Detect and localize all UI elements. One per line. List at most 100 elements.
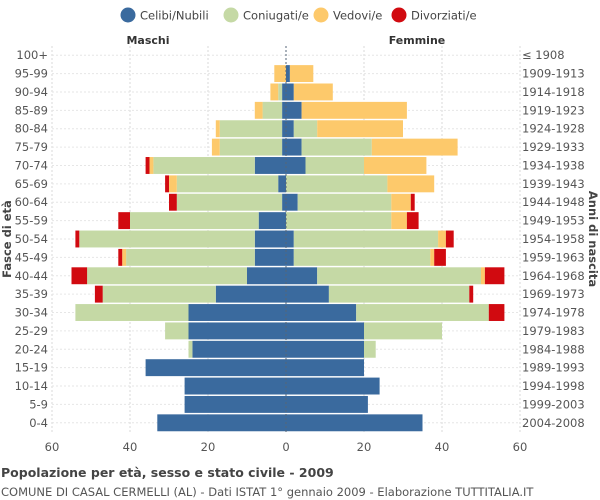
age-tick-labels: 100+ 95-99 90-94 85-89 80-84 75-79 70-74 65-69 6… [15, 48, 48, 430]
bar-female-coniugati-e-35-39 [328, 285, 470, 303]
bars [71, 65, 505, 432]
bar-female-celibi-nubili-45-49 [286, 248, 294, 266]
age-tick-label: 80-84 [15, 122, 48, 136]
age-tick-label: 75-79 [15, 140, 48, 154]
legend-label: Divorziati/e [411, 9, 477, 23]
bar-female-celibi-nubili-5-9 [286, 395, 368, 413]
bar-male-coniugati-e-85-89 [262, 101, 283, 119]
left-side-label: Maschi [126, 34, 169, 47]
bar-male-divorziati-e-50-54 [75, 230, 80, 248]
bar-female-vedovi-e-45-49 [430, 248, 435, 266]
x-tick-label: 0 [282, 440, 289, 454]
bar-female-celibi-nubili-75-79 [286, 138, 302, 156]
bar-female-coniugati-e-70-74 [305, 157, 364, 174]
birth-year-tick-label: 1979-1983 [522, 324, 585, 338]
bar-male-celibi-nubili-30-34 [188, 304, 286, 321]
bar-female-celibi-nubili-60-64 [286, 193, 298, 211]
legend-marker [313, 7, 329, 23]
bar-male-vedovi-e-70-74 [149, 157, 154, 174]
bar-male-celibi-nubili-35-39 [215, 285, 286, 303]
birth-year-tick-label: 1949-1953 [522, 214, 585, 228]
bar-female-celibi-nubili-25-29 [286, 322, 364, 340]
bar-male-coniugati-e-45-49 [126, 248, 255, 266]
bar-male-celibi-nubili-10-14 [184, 377, 286, 395]
bar-female-coniugati-e-65-69 [286, 175, 388, 193]
age-tick-label: 100+ [16, 48, 48, 62]
right-side-label: Femmine [389, 34, 446, 47]
bar-male-celibi-nubili-5-9 [184, 395, 286, 413]
bar-male-coniugati-e-50-54 [79, 230, 255, 248]
bar-male-celibi-nubili-45-49 [254, 248, 286, 266]
bar-male-celibi-nubili-50-54 [254, 230, 286, 248]
age-tick-label: 85-89 [15, 103, 48, 117]
bar-male-celibi-nubili-40-44 [247, 267, 286, 285]
age-tick-label: 15-19 [15, 361, 48, 375]
bar-male-coniugati-e-40-44 [87, 267, 247, 285]
bar-female-vedovi-e-80-84 [317, 120, 403, 138]
bar-male-vedovi-e-45-49 [122, 248, 127, 266]
bar-male-vedovi-e-95-99 [274, 65, 286, 83]
legend-label: Coniugati/e [243, 9, 309, 23]
chart-title: Popolazione per età, sesso e stato civil… [1, 465, 334, 480]
bar-female-coniugati-e-50-54 [293, 230, 439, 248]
age-tick-label: 35-39 [15, 287, 48, 301]
legend-label: Vedovi/e [333, 9, 382, 23]
bar-male-divorziati-e-40-44 [71, 267, 88, 285]
bar-male-divorziati-e-65-69 [165, 175, 169, 193]
bar-male-celibi-nubili-60-64 [282, 193, 286, 211]
bar-female-vedovi-e-75-79 [371, 138, 458, 156]
bar-male-celibi-nubili-75-79 [282, 138, 286, 156]
bar-female-divorziati-e-55-59 [406, 212, 419, 230]
birth-year-tick-label: 1909-1913 [522, 67, 585, 81]
birth-year-tick-label: 1944-1948 [522, 195, 585, 209]
x-tick-label: 40 [123, 440, 138, 454]
x-tick-label: 60 [513, 440, 528, 454]
birth-year-tick-label: 1974-1978 [522, 306, 585, 320]
bar-female-coniugati-e-40-44 [317, 267, 481, 285]
x-tick-label: 40 [435, 440, 450, 454]
birth-year-tick-label: 2004-2008 [522, 416, 585, 430]
bar-male-celibi-nubili-85-89 [282, 101, 286, 119]
birth-year-tick-labels: ≤ 1908 1909-1913 1914-1918 1919-1923 1924-19… [522, 48, 585, 430]
bar-male-divorziati-e-35-39 [94, 285, 103, 303]
age-tick-label: 50-54 [15, 232, 48, 246]
age-tick-label: 95-99 [15, 67, 48, 81]
bar-female-celibi-nubili-30-34 [286, 304, 357, 321]
x-tick-label: 20 [357, 440, 372, 454]
birth-year-tick-label: 1999-2003 [522, 397, 585, 411]
birth-year-tick-label: 1964-1968 [522, 269, 585, 283]
bar-female-coniugati-e-25-29 [364, 322, 442, 340]
birth-year-tick-label: 1934-1938 [522, 158, 585, 172]
chart-subtitle: COMUNE DI CASAL CERMELLI (AL) - Dati IST… [1, 485, 534, 499]
y-axis-title-left: Fasce di età [0, 200, 14, 278]
bar-male-celibi-nubili-70-74 [254, 157, 286, 174]
bar-male-celibi-nubili-55-59 [258, 212, 286, 230]
birth-year-tick-label: 1989-1993 [522, 361, 585, 375]
bar-female-coniugati-e-30-34 [356, 304, 489, 321]
bar-male-coniugati-e-75-79 [219, 138, 283, 156]
bar-female-divorziati-e-40-44 [484, 267, 505, 285]
legend-label: Celibi/Nubili [140, 9, 209, 23]
bar-male-celibi-nubili-90-94 [282, 83, 286, 101]
bar-female-celibi-nubili-20-24 [286, 340, 364, 358]
bar-male-coniugati-e-35-39 [102, 285, 216, 303]
bar-female-celibi-nubili-85-89 [286, 101, 302, 119]
birth-year-tick-label: ≤ 1908 [522, 48, 565, 62]
age-tick-label: 65-69 [15, 177, 48, 191]
legend-marker [120, 7, 136, 23]
bar-female-vedovi-e-60-64 [391, 193, 411, 211]
birth-year-tick-label: 1924-1928 [522, 122, 585, 136]
bar-female-vedovi-e-95-99 [289, 65, 314, 83]
bar-female-celibi-nubili-80-84 [286, 120, 294, 138]
bar-male-divorziati-e-55-59 [118, 212, 130, 230]
bar-male-vedovi-e-80-84 [215, 120, 220, 138]
x-tick-label: 60 [45, 440, 60, 454]
x-tick-labels: 60 40 20 0 20 40 60 [45, 440, 528, 454]
birth-year-tick-label: 1994-1998 [522, 379, 585, 393]
birth-year-tick-label: 1929-1933 [522, 140, 585, 154]
bar-male-divorziati-e-60-64 [169, 193, 177, 211]
age-tick-label: 25-29 [15, 324, 48, 338]
bar-female-divorziati-e-50-54 [445, 230, 454, 248]
bar-female-celibi-nubili-40-44 [286, 267, 318, 285]
